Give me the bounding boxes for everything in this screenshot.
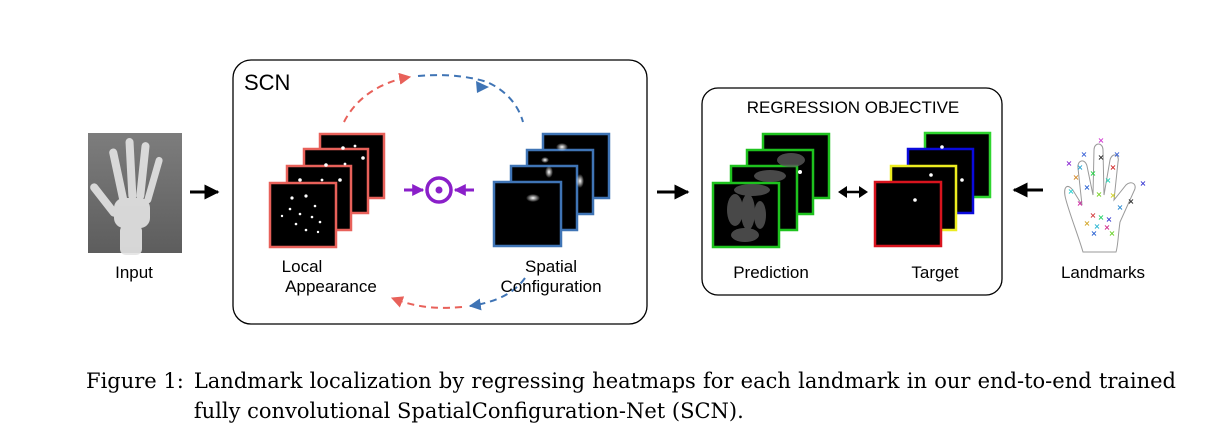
top-blue-arrowhead (476, 81, 489, 93)
input-label: Input (115, 263, 153, 282)
svg-text:×: × (1077, 199, 1084, 208)
svg-text:×: × (1106, 215, 1113, 224)
input-xray-image (88, 133, 182, 255)
prediction-target-double-arrow (838, 186, 868, 198)
target-label: Target (911, 263, 959, 282)
svg-text:×: × (1117, 203, 1124, 212)
figure-diagram: Input SCN Local Appearance (88, 59, 1147, 325)
svg-text:×: × (1094, 222, 1101, 231)
svg-text:×: × (1077, 163, 1084, 172)
svg-text:×: × (1098, 136, 1105, 145)
svg-text:×: × (1140, 179, 1147, 188)
regression-objective-title: REGRESSION OBJECTIVE (747, 98, 960, 117)
svg-text:×: × (1084, 183, 1091, 192)
bottom-red-dashed-arc (390, 296, 463, 309)
svg-text:×: × (1109, 229, 1116, 238)
top-blue-dashed-arc (417, 74, 524, 123)
local-appearance-label-line1: Local (282, 257, 323, 276)
caption-label: Figure 1: (86, 369, 184, 393)
prediction-label: Prediction (733, 263, 809, 282)
top-red-dashed-arc (343, 72, 412, 123)
local-appearance-label-line2: Appearance (285, 277, 377, 296)
svg-text:×: × (1114, 150, 1121, 159)
svg-text:×: × (1128, 197, 1135, 206)
svg-text:×: × (1091, 229, 1098, 238)
spatial-configuration-label-line1: Spatial (525, 257, 577, 276)
target-heatmap-stack (873, 131, 992, 248)
caption-text: Landmark localization by regressing heat… (193, 369, 1176, 423)
svg-text:×: × (1068, 187, 1075, 196)
regression-objective-box (701, 87, 1003, 296)
svg-text:×: × (1084, 219, 1091, 228)
landmarks-hand-image: × × × × × × × × × × × × × × × × × × × × … (1064, 136, 1147, 253)
svg-text:×: × (1104, 223, 1111, 232)
svg-text:×: × (1081, 150, 1088, 159)
scn-box (232, 59, 648, 325)
svg-text:×: × (1110, 163, 1117, 172)
svg-text:×: × (1090, 169, 1097, 178)
svg-text:×: × (1066, 159, 1073, 168)
svg-text:×: × (1098, 153, 1105, 162)
svg-text:×: × (1096, 190, 1103, 199)
svg-text:×: × (1110, 191, 1117, 200)
elementwise-product-operator (404, 176, 474, 204)
spatial-configuration-heatmap-stack (492, 132, 611, 248)
landmarks-label: Landmarks (1061, 263, 1145, 282)
prediction-heatmap-stack (711, 132, 831, 249)
bottom-blue-dashed-arc (468, 277, 526, 311)
local-appearance-heatmap-stack (268, 132, 386, 249)
svg-text:×: × (1073, 173, 1080, 182)
figure-caption: Figure 1: Landmark localization by regre… (86, 366, 1176, 426)
spatial-configuration-label-line2: Configuration (500, 277, 601, 296)
svg-text:×: × (1090, 211, 1097, 220)
svg-text:×: × (1105, 176, 1112, 185)
svg-text:×: × (1098, 213, 1105, 222)
scn-title: SCN (244, 70, 290, 95)
